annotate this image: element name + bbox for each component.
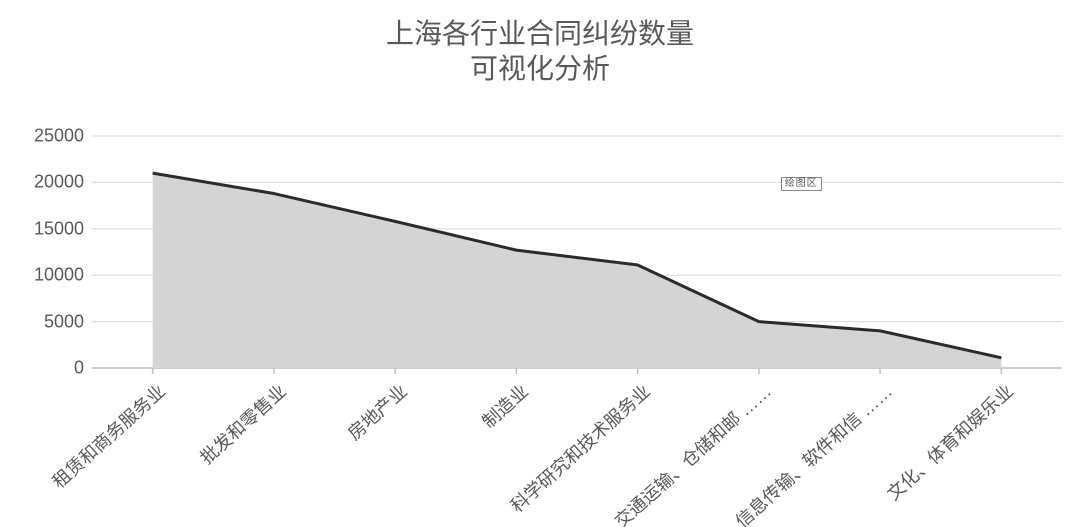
x-category-label: 批发和零售业	[194, 378, 292, 470]
chart-title-line1: 上海各行业合同纠纷数量	[386, 18, 694, 49]
area-fill	[153, 173, 1002, 368]
area-chart: 上海各行业合同纠纷数量 可视化分析 0500010000150002000025…	[0, 0, 1080, 527]
y-tick-label: 5000	[44, 311, 84, 332]
legend-text: 绘图区	[785, 178, 818, 189]
x-category-label: 制造业	[476, 378, 534, 433]
y-tick-label: 20000	[34, 172, 84, 193]
x-category-label: 文化、体育和娱乐业	[881, 378, 1019, 506]
plot-area: 0500010000150002000025000 租赁和商务服务业批发和零售业…	[92, 136, 1062, 368]
chart-title: 上海各行业合同纠纷数量 可视化分析	[0, 16, 1080, 86]
chart-title-line2: 可视化分析	[470, 53, 610, 84]
legend-box: 绘图区	[781, 177, 822, 191]
x-category-label: 房地产业	[342, 378, 413, 445]
y-tick-label: 25000	[34, 126, 84, 147]
y-tick-label: 15000	[34, 218, 84, 239]
y-tick-label: 10000	[34, 265, 84, 286]
y-tick-label: 0	[74, 358, 84, 379]
series-layer	[92, 136, 1062, 368]
x-category-label: 租赁和商务服务业	[46, 378, 170, 494]
